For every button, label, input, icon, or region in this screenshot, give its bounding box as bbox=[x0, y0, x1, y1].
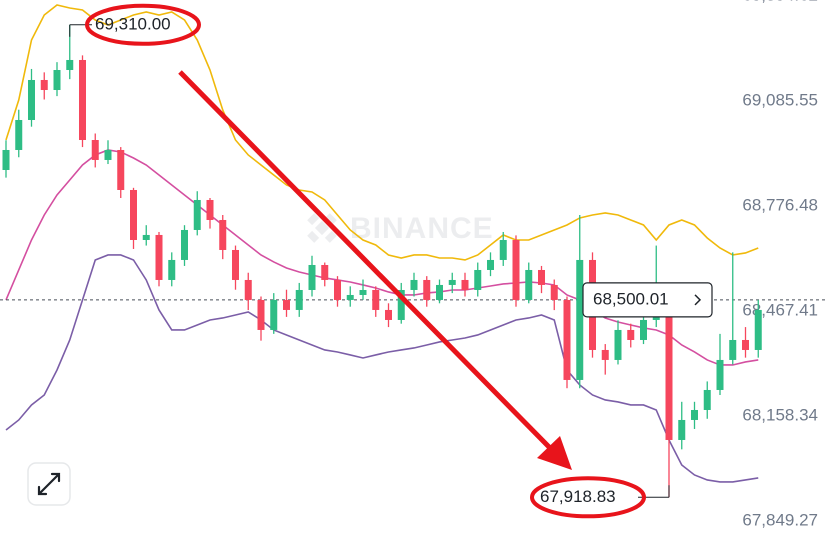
y-tick-label: 67,849.27 bbox=[742, 510, 818, 529]
band-line bbox=[5, 149, 759, 366]
candle-body bbox=[512, 239, 520, 300]
candle-body bbox=[538, 269, 545, 285]
candle-body bbox=[295, 289, 303, 310]
candle-body bbox=[487, 259, 494, 270]
candle-body bbox=[576, 259, 584, 380]
candle-body bbox=[372, 289, 380, 310]
y-tick-label: 68,467.41 bbox=[742, 300, 818, 319]
watermark: BINANCE bbox=[307, 212, 494, 245]
candle-body bbox=[691, 409, 698, 420]
candle-body bbox=[550, 284, 558, 300]
candle-body bbox=[155, 234, 163, 280]
candle-body bbox=[448, 279, 456, 285]
candle-body bbox=[28, 79, 35, 120]
last-price-label: 68,500.01 bbox=[593, 289, 669, 308]
highlight-circle bbox=[85, 3, 201, 46]
candle-body bbox=[423, 279, 431, 300]
candle-body bbox=[283, 299, 290, 310]
candle-body bbox=[359, 289, 367, 295]
candle-body bbox=[206, 199, 214, 220]
candle-body bbox=[627, 329, 635, 340]
candle-body bbox=[436, 284, 443, 300]
candle-body bbox=[232, 249, 239, 280]
candle-body bbox=[703, 389, 711, 410]
candle-body bbox=[53, 70, 61, 91]
candle-body bbox=[104, 149, 112, 160]
candle-body bbox=[2, 149, 10, 170]
candle-body bbox=[742, 339, 749, 350]
candle-body bbox=[334, 279, 341, 300]
candle-body bbox=[91, 140, 99, 160]
annotation-label: 67,918.83 bbox=[540, 487, 616, 506]
candle-body bbox=[193, 199, 201, 230]
candle-body bbox=[665, 299, 673, 440]
candle-body bbox=[142, 234, 150, 240]
candle-body bbox=[474, 269, 482, 290]
candle-body bbox=[308, 264, 316, 290]
candle-body bbox=[244, 279, 252, 300]
candle-body bbox=[461, 279, 469, 290]
watermark-logo bbox=[307, 213, 337, 243]
candle-body bbox=[729, 339, 737, 360]
chevron bbox=[694, 294, 702, 306]
candle-body bbox=[385, 309, 392, 320]
candle-body bbox=[716, 359, 724, 390]
band-line bbox=[5, 254, 759, 483]
candle-body bbox=[181, 229, 188, 260]
candle-body bbox=[346, 294, 354, 300]
candle-body bbox=[66, 59, 74, 71]
watermark-text: BINANCE bbox=[350, 212, 494, 245]
candle-body bbox=[117, 149, 125, 190]
candle-body bbox=[15, 119, 23, 150]
candle-body bbox=[410, 279, 418, 290]
candle-body bbox=[397, 289, 405, 320]
candle-body bbox=[321, 264, 329, 280]
y-tick-label: 68,776.48 bbox=[742, 195, 818, 214]
expand-button[interactable] bbox=[27, 462, 71, 506]
candle-body bbox=[130, 189, 137, 240]
y-tick-label: 69,085.55 bbox=[742, 91, 818, 110]
candle-body bbox=[614, 329, 622, 360]
annotation-label: 69,310.00 bbox=[95, 14, 171, 33]
candle-body bbox=[601, 349, 609, 360]
candle-body bbox=[563, 299, 571, 380]
candle-body bbox=[168, 259, 176, 280]
candle-body bbox=[640, 319, 647, 340]
candle-body bbox=[270, 299, 278, 330]
candle-body bbox=[257, 299, 265, 330]
candle-body bbox=[678, 419, 686, 440]
highlight-circle bbox=[530, 476, 646, 519]
last-price-box bbox=[582, 282, 713, 318]
y-tick-label: 69,394.62 bbox=[742, 0, 818, 5]
candle-body bbox=[754, 309, 762, 350]
arrow-shaft bbox=[178, 70, 554, 452]
candle-body bbox=[525, 269, 533, 300]
candle-body bbox=[219, 219, 227, 250]
arrow-head bbox=[537, 436, 572, 470]
band-line bbox=[5, 4, 759, 261]
candle-body bbox=[40, 79, 48, 91]
candle-body bbox=[499, 239, 507, 260]
candle-body bbox=[79, 59, 86, 141]
y-tick-label: 68,158.34 bbox=[742, 405, 818, 424]
